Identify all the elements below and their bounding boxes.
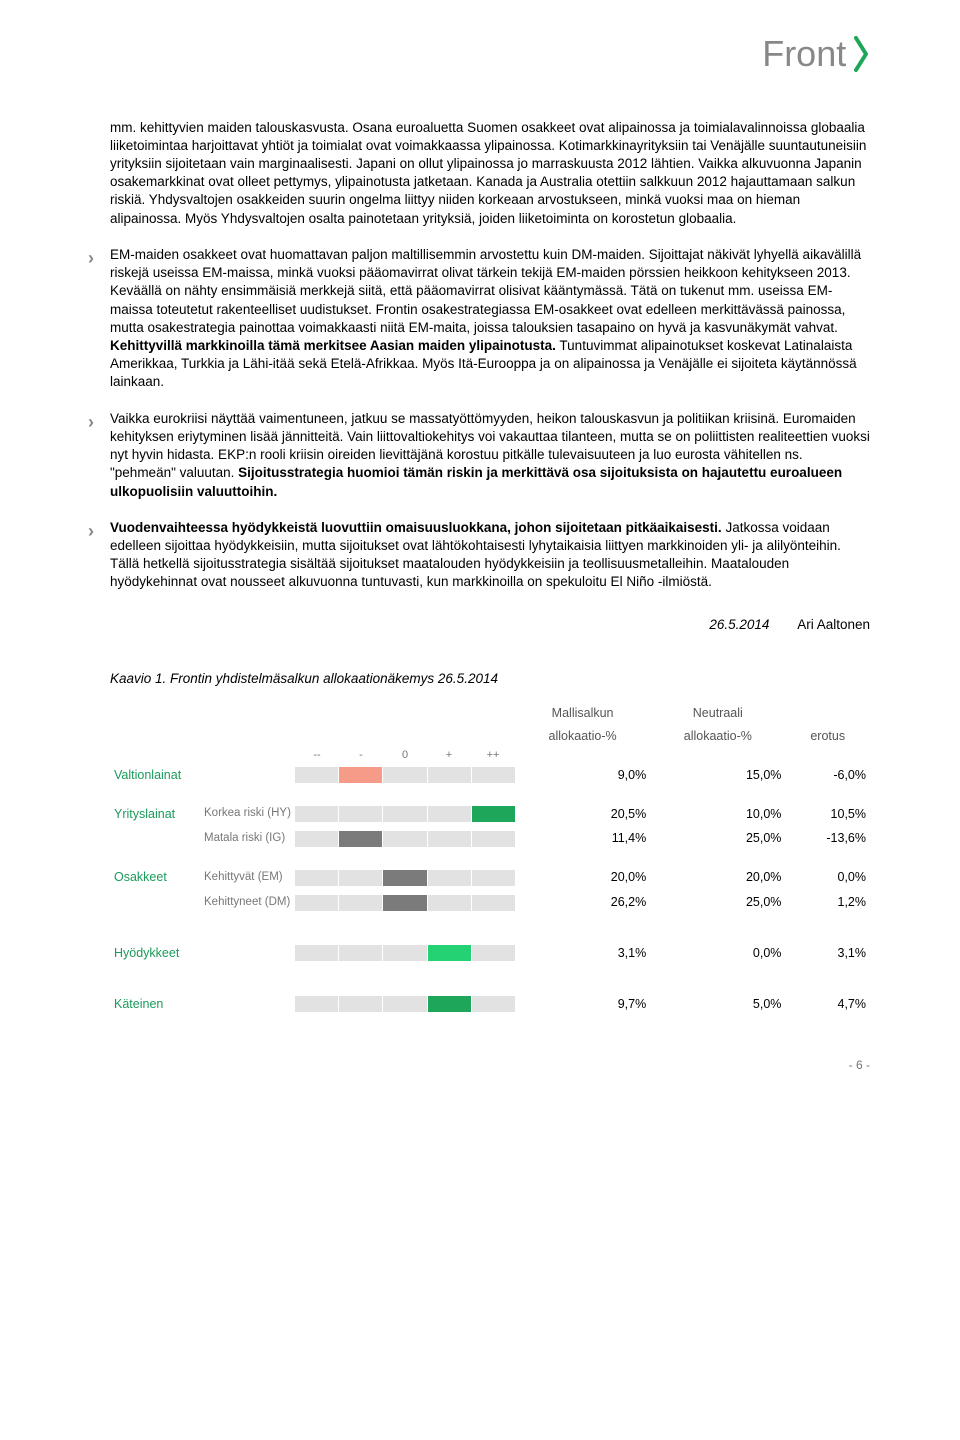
cell-malli: 9,7%	[515, 992, 650, 1017]
cell-diff: 3,1%	[785, 941, 870, 966]
body-text-bold: Kehittyvillä markkinoilla tämä merkitsee…	[110, 338, 556, 353]
chevron-right-icon	[854, 36, 870, 72]
sub-label: Korkea riski (HY)	[200, 802, 295, 827]
body-paragraph: mm. kehittyvien maiden talouskasvusta. O…	[110, 119, 870, 228]
brand-logo: Front	[110, 30, 870, 79]
allocation-bar	[295, 806, 515, 822]
signature-name: Ari Aaltonen	[797, 617, 870, 632]
cell-diff: -6,0%	[785, 763, 870, 788]
sub-label: Kehittyvät (EM)	[200, 865, 295, 890]
cell-neutr: 20,0%	[650, 865, 785, 890]
cell-diff: 10,5%	[785, 802, 870, 827]
table-header-row: allokaatio-% allokaatio-% erotus	[110, 725, 870, 748]
body-text: mm. kehittyvien maiden talouskasvusta. O…	[110, 120, 866, 226]
allocation-bar	[295, 996, 515, 1012]
table-row: Osakkeet Kehittyvät (EM) 20,0% 20,0% 0,0…	[110, 865, 870, 890]
axis-tick: --	[295, 748, 339, 763]
table-header-row: Mallisalkun Neutraali	[110, 702, 870, 725]
col-header: allokaatio-%	[650, 725, 785, 748]
category-label: Käteinen	[110, 992, 200, 1017]
cell-malli: 20,5%	[515, 802, 650, 827]
sub-label: Kehittyneet (DM)	[200, 890, 295, 915]
category-label: Osakkeet	[110, 865, 200, 890]
cell-malli: 11,4%	[515, 826, 650, 851]
col-header: allokaatio-%	[515, 725, 650, 748]
allocation-bar	[295, 945, 515, 961]
allocation-bar	[295, 767, 515, 783]
signature-line: 26.5.2014 Ari Aaltonen	[110, 616, 870, 634]
chart-caption: Kaavio 1. Frontin yhdistelmäsalkun allok…	[110, 670, 870, 688]
page-number: - 6 -	[110, 1057, 870, 1073]
axis-tick: -	[339, 748, 383, 763]
sub-label: Matala riski (IG)	[200, 826, 295, 851]
allocation-bar	[295, 831, 515, 847]
cell-malli: 3,1%	[515, 941, 650, 966]
axis-tick: +	[427, 748, 471, 763]
category-label: Valtionlainat	[110, 763, 200, 788]
table-row: Käteinen 9,7% 5,0% 4,7%	[110, 992, 870, 1017]
axis-tick: 0	[383, 748, 427, 763]
cell-neutr: 25,0%	[650, 826, 785, 851]
logo-text: Front	[762, 30, 846, 79]
cell-neutr: 5,0%	[650, 992, 785, 1017]
cell-neutr: 0,0%	[650, 941, 785, 966]
body-paragraph: Vuodenvaihteessa hyödykkeistä luovuttiin…	[110, 519, 870, 592]
body-paragraph: Vaikka eurokriisi näyttää vaimentuneen, …	[110, 410, 870, 501]
body-paragraph: EM-maiden osakkeet ovat huomattavan palj…	[110, 246, 870, 392]
body-text-bold: Vuodenvaihteessa hyödykkeistä luovuttiin…	[110, 520, 722, 535]
cell-neutr: 25,0%	[650, 890, 785, 915]
axis-labels: -- - 0 + ++	[110, 748, 870, 763]
col-header: Neutraali	[650, 702, 785, 725]
allocation-table: Mallisalkun Neutraali allokaatio-% allok…	[110, 702, 870, 1017]
body-text: EM-maiden osakkeet ovat huomattavan palj…	[110, 247, 861, 335]
cell-malli: 20,0%	[515, 865, 650, 890]
cell-neutr: 10,0%	[650, 802, 785, 827]
table-row: Valtionlainat 9,0% 15,0% -6,0%	[110, 763, 870, 788]
signature-date: 26.5.2014	[709, 617, 769, 632]
cell-malli: 9,0%	[515, 763, 650, 788]
axis-tick: ++	[471, 748, 515, 763]
cell-diff: 4,7%	[785, 992, 870, 1017]
cell-neutr: 15,0%	[650, 763, 785, 788]
cell-diff: -13,6%	[785, 826, 870, 851]
table-row: Yrityslainat Korkea riski (HY) 20,5% 10,…	[110, 802, 870, 827]
allocation-bar	[295, 870, 515, 886]
allocation-bar	[295, 895, 515, 911]
table-row: Matala riski (IG) 11,4% 25,0% -13,6%	[110, 826, 870, 851]
col-header: erotus	[785, 725, 870, 748]
cell-diff: 0,0%	[785, 865, 870, 890]
cell-malli: 26,2%	[515, 890, 650, 915]
col-header: Mallisalkun	[515, 702, 650, 725]
table-row: Kehittyneet (DM) 26,2% 25,0% 1,2%	[110, 890, 870, 915]
cell-diff: 1,2%	[785, 890, 870, 915]
category-label: Hyödykkeet	[110, 941, 200, 966]
table-row: Hyödykkeet 3,1% 0,0% 3,1%	[110, 941, 870, 966]
category-label: Yrityslainat	[110, 802, 200, 827]
